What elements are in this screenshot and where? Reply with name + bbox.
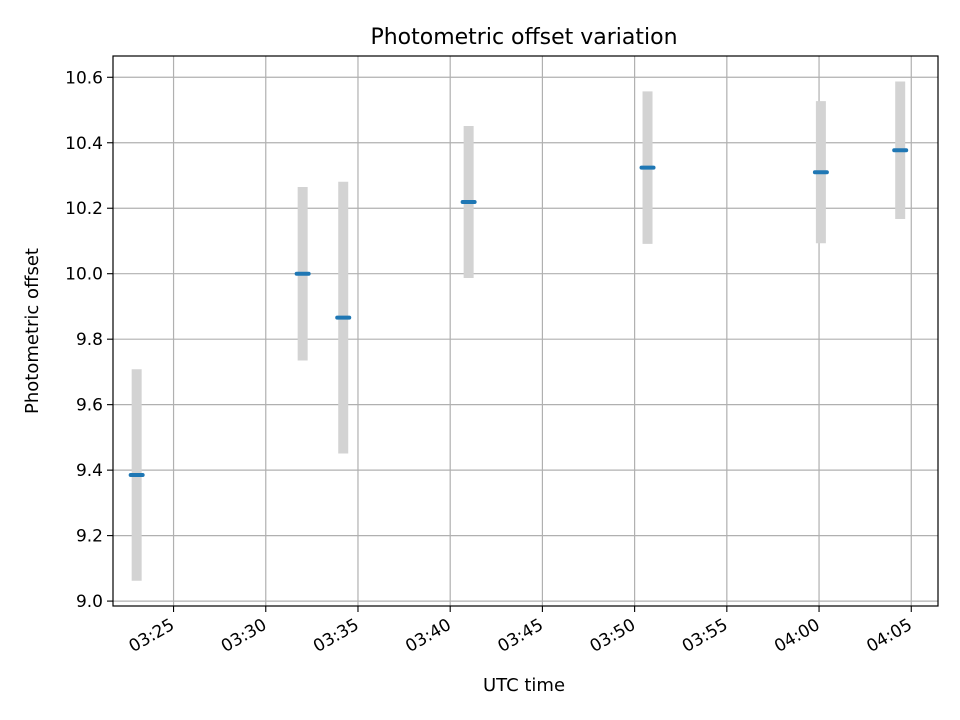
x-tick-label: 04:00 [771, 615, 823, 657]
y-axis-label: Photometric offset [22, 248, 43, 414]
y-tick-label: 9.0 [76, 592, 103, 612]
y-tick-label: 9.8 [76, 330, 103, 350]
x-tick-label: 03:45 [494, 615, 546, 657]
y-tick-label: 10.2 [65, 199, 103, 219]
y-axis-ticks: 9.0 9.2 9.4 9.6 9.8 10.0 10.2 10.4 10.6 [65, 68, 113, 612]
grid-lines [113, 56, 938, 606]
x-axis-ticks: 03:25 03:30 03:35 03:40 03:45 03:50 03:55 04:00… [126, 606, 916, 657]
x-tick-label: 03:55 [679, 615, 731, 657]
y-tick-label: 10.0 [65, 265, 103, 285]
data-points [128, 148, 909, 478]
x-tick-label: 03:25 [126, 615, 178, 657]
error-bars [131, 81, 906, 581]
chart-title: Photometric offset variation [370, 25, 677, 50]
y-tick-label: 9.4 [76, 461, 103, 481]
plot-frame [112, 55, 939, 607]
x-axis-label: UTC time [483, 675, 565, 696]
y-tick-label: 9.6 [76, 396, 103, 416]
x-tick-label: 03:50 [587, 615, 639, 657]
y-tick-label: 9.2 [76, 527, 103, 547]
x-tick-label: 04:05 [863, 615, 915, 657]
x-tick-label: 03:30 [218, 615, 270, 657]
x-tick-label: 03:35 [310, 615, 362, 657]
y-tick-label: 10.6 [65, 68, 103, 88]
x-tick-label: 03:40 [402, 615, 454, 657]
y-tick-label: 10.4 [65, 134, 103, 154]
